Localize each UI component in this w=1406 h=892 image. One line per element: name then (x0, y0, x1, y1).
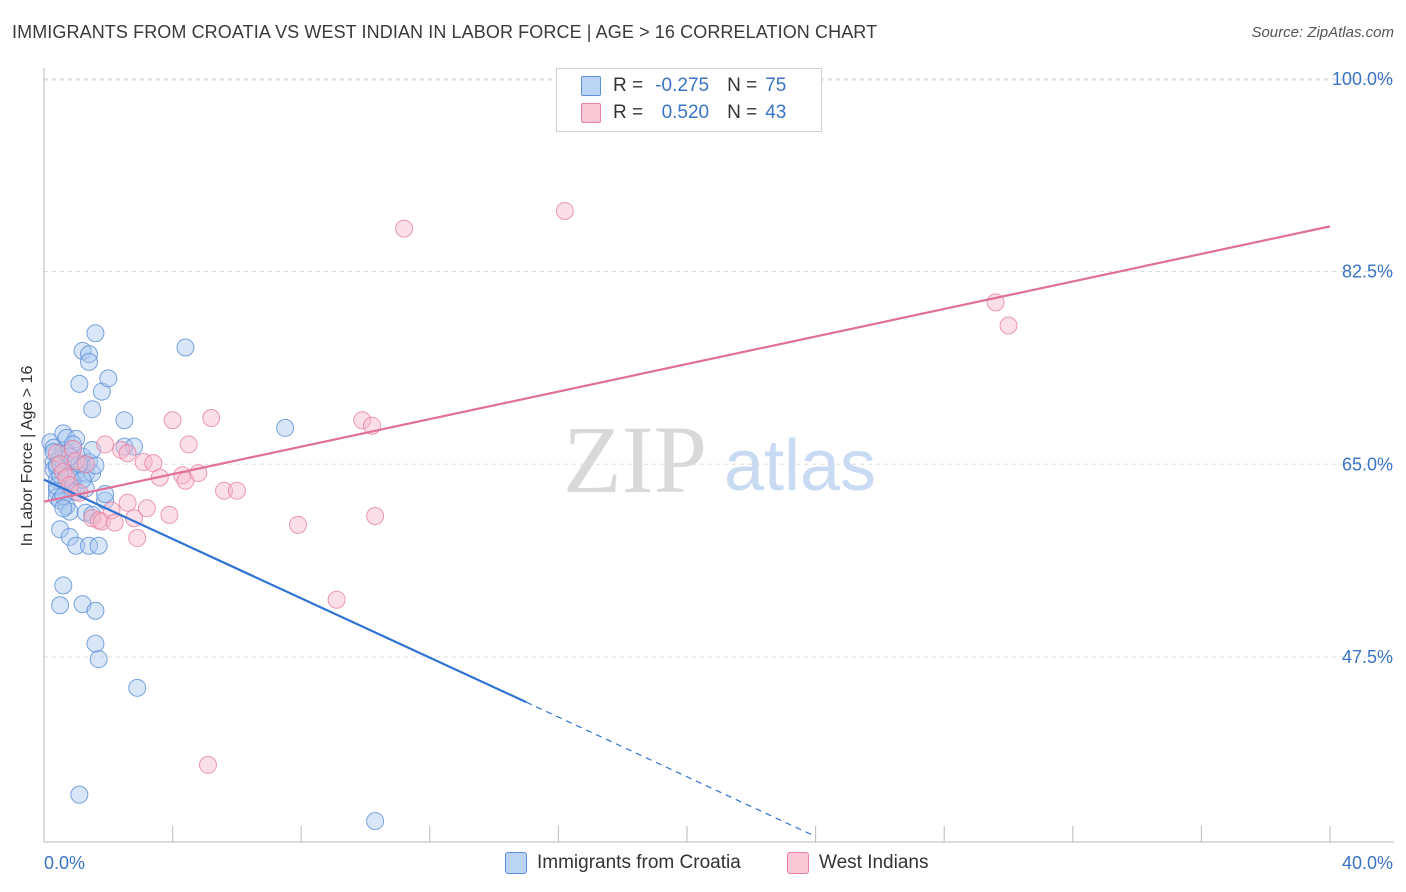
legend-label-croatia: Immigrants from Croatia (537, 852, 741, 873)
point-west-indians (67, 451, 86, 470)
stats-legend: R = -0.275 N = 75 R = 0.520 N = 43 (556, 68, 822, 132)
legend-row-croatia: R = -0.275 N = 75 (581, 74, 786, 98)
legend-n-value: 43 (765, 102, 787, 123)
data-points (41, 201, 1018, 831)
point-croatia (89, 650, 108, 669)
y-tick-label: 100.0% (1332, 69, 1393, 89)
point-west-indians (353, 411, 372, 430)
watermark-zip: ZIP (563, 406, 707, 513)
point-croatia (54, 499, 73, 518)
point-west-indians (160, 505, 179, 524)
legend-swatch-blue (505, 852, 527, 874)
point-west-indians (288, 515, 307, 534)
point-west-indians (137, 499, 156, 518)
point-west-indians (198, 755, 217, 774)
point-west-indians (395, 219, 414, 238)
x-tick-label: 0.0% (44, 853, 85, 873)
legend-r-value: 0.520 (661, 102, 710, 123)
point-west-indians (555, 201, 574, 220)
legend-label-west-indians: West Indians (819, 852, 929, 873)
tick-labels: 47.5% 65.0% 82.5% 100.0% 0.0% 40.0% (44, 69, 1393, 873)
point-croatia (57, 428, 76, 447)
y-tick-label: 65.0% (1342, 454, 1393, 474)
point-croatia (86, 634, 105, 653)
point-west-indians (179, 435, 198, 454)
point-croatia (83, 400, 102, 419)
legend-swatch-blue (581, 76, 601, 96)
legend-n-value: 75 (765, 75, 787, 96)
legend-r-value: -0.275 (655, 75, 710, 96)
point-croatia (92, 382, 111, 401)
trendline-west-indians (43, 225, 1331, 503)
point-west-indians (96, 435, 115, 454)
point-west-indians (54, 462, 73, 481)
legend-r-label: R = (613, 102, 644, 123)
point-croatia (366, 812, 385, 831)
point-west-indians (63, 439, 82, 458)
point-west-indians (227, 481, 246, 500)
point-croatia (51, 520, 70, 539)
y-tick-label: 47.5% (1342, 647, 1393, 667)
axes (43, 68, 1394, 843)
point-croatia (276, 418, 295, 437)
chart-source: Source: ZipAtlas.com (1251, 24, 1394, 41)
point-croatia (54, 576, 73, 595)
point-west-indians (118, 444, 137, 463)
point-west-indians (134, 453, 153, 472)
legend-n-label: N = (727, 102, 758, 123)
point-west-indians (105, 513, 124, 532)
point-croatia (80, 352, 99, 371)
point-croatia (70, 374, 89, 393)
trendline-croatia (43, 478, 527, 704)
point-croatia (86, 324, 105, 343)
point-west-indians (128, 529, 147, 548)
x-tick-label: 40.0% (1342, 853, 1393, 873)
series-legend: Immigrants from Croatia West Indians (0, 852, 1406, 876)
point-croatia (60, 527, 79, 546)
point-croatia (86, 456, 105, 475)
legend-row-west-indians: R = 0.520 N = 43 (581, 101, 786, 125)
point-croatia (67, 429, 86, 448)
point-west-indians (327, 590, 346, 609)
point-west-indians (83, 509, 102, 528)
legend-swatch-pink (787, 852, 809, 874)
legend-swatch-pink (581, 103, 601, 123)
point-west-indians (366, 507, 385, 526)
legend-n-label: N = (727, 75, 758, 96)
chart-title: IMMIGRANTS FROM CROATIA VS WEST INDIAN I… (12, 22, 878, 42)
point-west-indians (999, 316, 1018, 335)
point-west-indians (202, 409, 221, 428)
legend-item-west-indians[interactable]: West Indians (787, 852, 928, 874)
watermark-atlas: atlas (724, 426, 876, 506)
point-croatia (115, 411, 134, 430)
point-croatia (80, 345, 99, 364)
point-croatia (176, 338, 195, 357)
point-croatia (80, 536, 99, 555)
legend-r-label: R = (613, 75, 644, 96)
point-croatia (51, 466, 70, 485)
grid-lines (44, 78, 1394, 658)
legend-item-croatia[interactable]: Immigrants from Croatia (505, 852, 741, 874)
point-croatia (51, 596, 70, 615)
point-croatia (67, 536, 86, 555)
trend-lines (43, 225, 1331, 838)
point-croatia (70, 785, 89, 804)
point-croatia (70, 455, 89, 474)
point-croatia (86, 601, 105, 620)
point-croatia (89, 536, 108, 555)
trendline-croatia-dashed (525, 701, 816, 838)
point-croatia (99, 369, 118, 388)
point-croatia (128, 678, 147, 697)
point-west-indians (76, 455, 95, 474)
point-west-indians (215, 481, 234, 500)
y-tick-label: 82.5% (1342, 262, 1393, 282)
point-west-indians (163, 411, 182, 430)
point-west-indians (118, 493, 137, 512)
